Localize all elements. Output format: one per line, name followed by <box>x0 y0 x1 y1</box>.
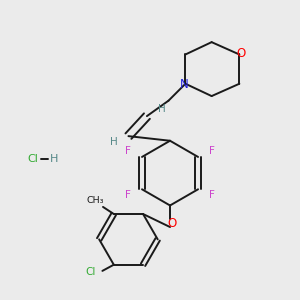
Text: O: O <box>167 217 176 230</box>
Text: F: F <box>209 190 215 200</box>
Text: Cl: Cl <box>28 154 38 164</box>
Text: F: F <box>125 190 131 200</box>
Text: CH₃: CH₃ <box>87 196 104 205</box>
Text: H: H <box>50 154 59 164</box>
Text: H: H <box>158 104 166 114</box>
Text: O: O <box>236 47 245 60</box>
Text: F: F <box>209 146 215 156</box>
Text: N: N <box>179 78 188 91</box>
Text: H: H <box>110 137 118 147</box>
Text: Cl: Cl <box>85 267 96 278</box>
Text: F: F <box>125 146 131 156</box>
